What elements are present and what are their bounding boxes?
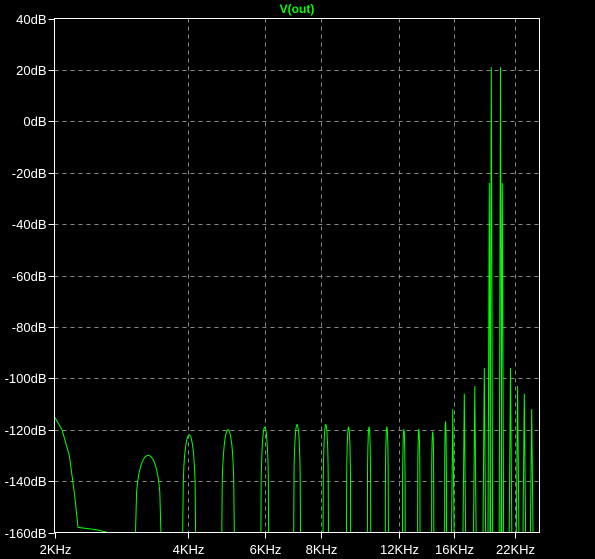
trace-lobe xyxy=(346,425,352,533)
trace-spike xyxy=(529,409,534,533)
y-tick-label: 20dB xyxy=(16,63,46,78)
trace-lobe xyxy=(135,454,162,533)
x-tick-label: 4KHz xyxy=(173,542,205,557)
y-tick-label: -100dB xyxy=(5,371,47,386)
trace-lobe xyxy=(444,420,447,533)
y-tick-label: -80dB xyxy=(12,320,47,335)
y-tick-label: -40dB xyxy=(12,217,47,232)
y-tick-label: -140dB xyxy=(5,474,47,489)
plot-frame xyxy=(54,18,540,533)
trace-lobe xyxy=(384,425,389,533)
trace-lobe xyxy=(366,425,372,533)
x-tick-label: 2KHz xyxy=(40,542,72,557)
trace-spike xyxy=(500,182,505,533)
y-tick-label: -120dB xyxy=(5,423,47,438)
y-tick-label: -160dB xyxy=(5,526,47,541)
trace-lobe xyxy=(417,428,421,533)
y-tick-label: -20dB xyxy=(12,166,47,181)
x-tick-label: 12KHz xyxy=(380,542,419,557)
y-tick-label: -60dB xyxy=(12,269,47,284)
chart-title: V(out) xyxy=(280,2,315,16)
grid-lines xyxy=(54,18,540,533)
trace-lobe xyxy=(402,428,406,533)
trace-lobe xyxy=(322,423,329,533)
trace-spike xyxy=(489,67,494,533)
trace-start-curve xyxy=(54,416,108,533)
x-tick-label: 6KHz xyxy=(250,542,282,557)
trace-v-out xyxy=(54,67,534,533)
trace-spike xyxy=(522,393,527,533)
axis-labels: 40dB 20dB 0dB -20dB -40dB -60dB -80dB -100dB -12… xyxy=(5,12,535,557)
x-tick-label: 22KHz xyxy=(496,542,535,557)
trace-spike xyxy=(462,393,467,533)
trace-spike xyxy=(482,367,487,533)
y-tick-label: 0dB xyxy=(23,114,46,129)
trace-lobe xyxy=(260,426,270,533)
trace-lobe xyxy=(182,434,197,533)
trace-spike xyxy=(451,409,455,533)
trace-lobe xyxy=(221,429,235,533)
trace-lobe xyxy=(293,423,301,533)
trace-lobe xyxy=(431,431,435,533)
x-tick-label: 16KHz xyxy=(435,542,474,557)
trace-spike xyxy=(473,385,477,533)
trace-spike xyxy=(515,385,520,533)
x-tick-label: 8KHz xyxy=(306,542,338,557)
y-tick-label: 40dB xyxy=(16,12,46,27)
trace-spike xyxy=(508,367,513,533)
